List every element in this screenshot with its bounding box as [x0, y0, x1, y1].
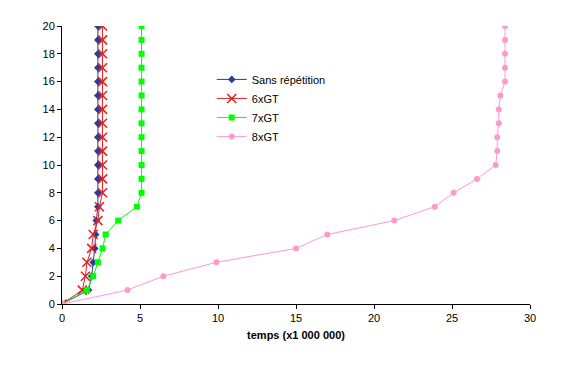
svg-text:20: 20 [368, 312, 380, 324]
svg-text:20: 20 [43, 20, 55, 32]
svg-text:temps (x1 000 000): temps (x1 000 000) [247, 329, 345, 341]
svg-text:7xGT: 7xGT [252, 112, 279, 124]
svg-text:4: 4 [49, 242, 55, 254]
svg-text:15: 15 [290, 312, 302, 324]
svg-text:12: 12 [43, 131, 55, 143]
svg-text:Sans répétition: Sans répétition [252, 74, 325, 86]
svg-text:30: 30 [524, 312, 536, 324]
svg-text:14: 14 [43, 103, 55, 115]
svg-text:6xGT: 6xGT [252, 93, 279, 105]
svg-text:0: 0 [59, 312, 65, 324]
svg-text:5: 5 [137, 312, 143, 324]
svg-text:25: 25 [446, 312, 458, 324]
svg-text:10: 10 [212, 312, 224, 324]
svg-text:8xGT: 8xGT [252, 131, 279, 143]
svg-text:0: 0 [49, 298, 55, 310]
svg-text:18: 18 [43, 48, 55, 60]
svg-text:16: 16 [43, 75, 55, 87]
svg-text:8: 8 [49, 187, 55, 199]
svg-text:6: 6 [49, 214, 55, 226]
svg-text:2: 2 [49, 270, 55, 282]
svg-text:10: 10 [43, 159, 55, 171]
